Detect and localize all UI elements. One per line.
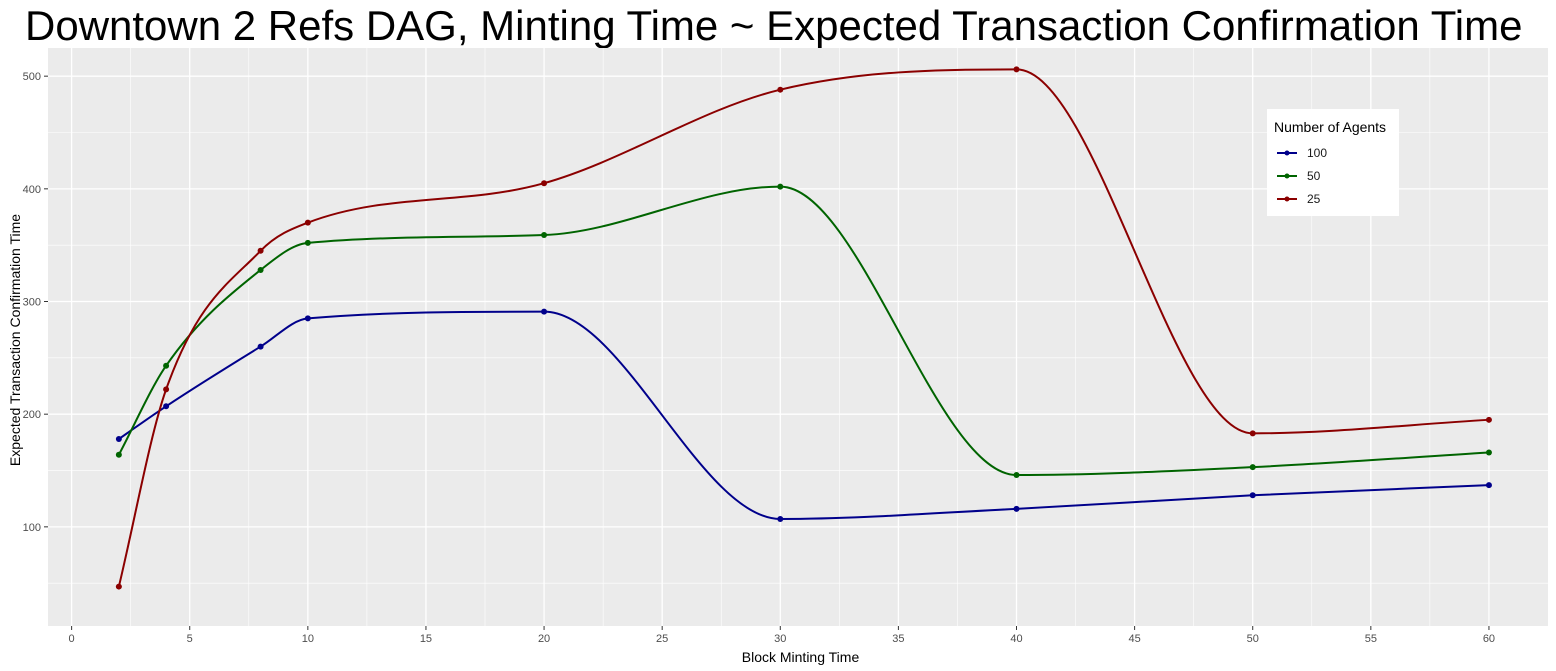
data-point-50-2	[115, 451, 122, 458]
y-tick-label: 200	[23, 409, 41, 421]
legend-item-1: 50	[1275, 167, 1395, 185]
data-point-50-60	[1485, 449, 1492, 456]
data-point-25-50	[1249, 430, 1256, 437]
x-tick-label: 0	[69, 633, 75, 645]
data-point-50-10	[304, 239, 311, 246]
data-point-25-20	[541, 180, 548, 187]
data-point-100-10	[304, 315, 311, 322]
legend-key-0	[1277, 150, 1297, 156]
x-tick-label: 40	[1010, 633, 1022, 645]
legend-item-0: 100	[1275, 144, 1395, 162]
data-point-50-50	[1249, 464, 1256, 471]
legend: Number of Agents 100 50 25	[1267, 109, 1399, 216]
data-point-100-40	[1013, 505, 1020, 512]
data-point-25-40	[1013, 66, 1020, 73]
data-point-100-2	[115, 435, 122, 442]
data-point-50-4	[163, 362, 170, 369]
data-point-100-50	[1249, 492, 1256, 499]
y-tick-label: 100	[23, 522, 41, 534]
x-tick-label: 35	[892, 633, 904, 645]
x-tick-label: 45	[1128, 633, 1140, 645]
x-tick-label: 25	[656, 633, 668, 645]
data-point-25-60	[1485, 416, 1492, 423]
series-line-100	[118, 310, 1489, 520]
data-point-25-2	[115, 583, 122, 590]
x-tick-label: 10	[302, 633, 314, 645]
legend-key-1	[1277, 173, 1297, 179]
x-tick-label: 50	[1247, 633, 1259, 645]
x-tick-label: 5	[187, 633, 193, 645]
data-point-100-20	[541, 308, 548, 315]
y-tick-label: 400	[23, 184, 41, 196]
x-axis-label: Block Minting Time	[741, 649, 860, 665]
legend-label-0: 100	[1307, 146, 1328, 160]
data-point-50-8	[257, 266, 264, 273]
data-point-50-40	[1013, 472, 1020, 479]
data-point-25-30	[777, 86, 784, 93]
data-point-50-20	[541, 232, 548, 239]
legend-title: Number of Agents	[1274, 119, 1387, 135]
x-tick-label: 15	[420, 633, 432, 645]
data-point-25-8	[257, 247, 264, 254]
series-line-25	[117, 68, 1489, 587]
legend-label-1: 50	[1307, 169, 1321, 183]
data-point-100-4	[163, 403, 170, 410]
series-line-50	[117, 185, 1490, 477]
data-point-50-30	[777, 183, 784, 190]
y-tick-label: 500	[23, 71, 41, 83]
data-point-25-4	[163, 386, 170, 393]
data-point-100-8	[257, 343, 264, 350]
legend-item-2: 25	[1275, 190, 1395, 208]
chart-title: Downtown 2 Refs DAG, Minting Time ~ Expe…	[25, 2, 1523, 49]
y-axis-label: Expected Transaction Confirmation Time	[7, 213, 23, 467]
y-tick-label: 300	[23, 297, 41, 309]
legend-label-2: 25	[1307, 192, 1321, 206]
x-tick-label: 60	[1483, 633, 1495, 645]
data-point-100-60	[1485, 482, 1492, 489]
data-point-25-10	[304, 219, 311, 226]
x-tick-label: 20	[538, 633, 550, 645]
legend-key-2	[1277, 196, 1297, 202]
data-point-100-30	[777, 515, 784, 522]
x-tick-label: 55	[1365, 633, 1377, 645]
x-tick-label: 30	[774, 633, 786, 645]
